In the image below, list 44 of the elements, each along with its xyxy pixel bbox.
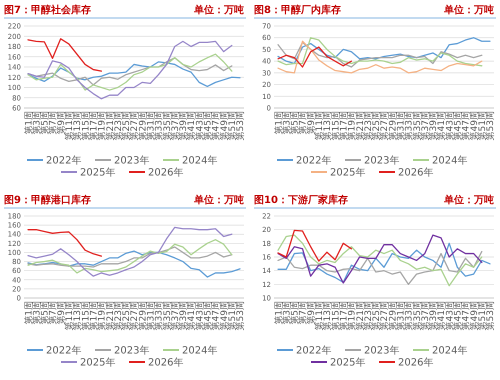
- x-tick-label: 第49周: [468, 301, 480, 330]
- legend-label: 2026年: [148, 166, 184, 178]
- legend-label: 2025年: [80, 356, 116, 368]
- legend-label: 2022年: [46, 344, 82, 356]
- legend-label: 2025年: [330, 356, 366, 368]
- legend-label: 2026年: [398, 166, 434, 178]
- legend-label: 2022年: [296, 344, 332, 356]
- legend-label: 2024年: [182, 154, 218, 166]
- x-tick-label: 第49周: [468, 111, 480, 140]
- legend-label: 2024年: [432, 344, 468, 356]
- x-tick-label: 第43周: [194, 301, 206, 330]
- x-tick-label: 第53周: [485, 111, 496, 140]
- legend-label: 2026年: [398, 356, 434, 368]
- chart-subtitle: 单位：万吨: [193, 4, 244, 16]
- legend-label: 2022年: [46, 154, 82, 166]
- x-tick-label: 第3周: [31, 111, 42, 135]
- legend-label: 2025年: [80, 166, 116, 178]
- chart-title: 图10：下游厂家库存: [254, 194, 348, 206]
- x-tick-label: 第3周: [31, 301, 42, 325]
- legend-label: 2026年: [148, 356, 184, 368]
- x-tick-label: 第43周: [194, 111, 206, 140]
- chart-title: 图9：甲醇港口库存: [4, 194, 91, 206]
- legend-label: 2023年: [364, 344, 400, 356]
- x-tick-label: 第43周: [444, 301, 456, 330]
- legend-label: 2023年: [114, 344, 150, 356]
- chart-subtitle: 单位：万吨: [443, 194, 494, 206]
- legend-label: 2024年: [182, 344, 218, 356]
- legend-label: 2023年: [114, 154, 150, 166]
- x-tick-label: 第53周: [235, 111, 246, 140]
- x-tick-label: 第3周: [281, 111, 292, 135]
- chart-title: 图8：甲醇厂内库存: [254, 4, 341, 16]
- x-tick-label: 第49周: [218, 111, 230, 140]
- x-tick-label: 第3周: [281, 301, 292, 325]
- legend-label: 2022年: [296, 154, 332, 166]
- x-tick-label: 第53周: [235, 301, 246, 330]
- x-tick-label: 第43周: [444, 111, 456, 140]
- legend-label: 2023年: [364, 154, 400, 166]
- legend-label: 2025年: [330, 166, 366, 178]
- x-tick-label: 第53周: [485, 301, 496, 330]
- legend-label: 2024年: [432, 154, 468, 166]
- chart-title: 图7：甲醇社会库存: [4, 4, 91, 16]
- x-tick-label: 第49周: [218, 301, 230, 330]
- chart-subtitle: 单位：万吨: [193, 194, 244, 206]
- chart-subtitle: 单位：万吨: [443, 4, 494, 16]
